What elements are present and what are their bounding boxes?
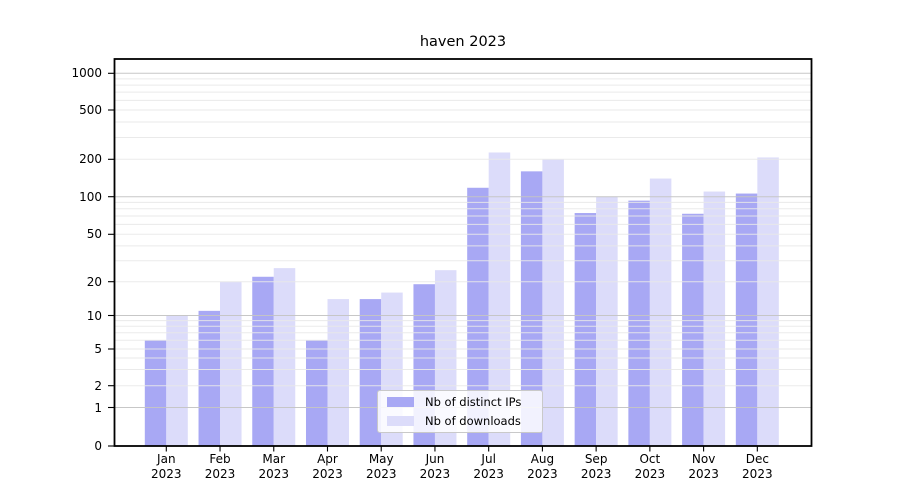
bar-distinct-ips bbox=[198, 310, 221, 446]
bar-downloads bbox=[273, 268, 296, 446]
bar-downloads bbox=[327, 299, 349, 446]
x-tick-label: Mar 2023 bbox=[258, 452, 290, 481]
bar-downloads bbox=[649, 178, 672, 446]
x-tick-label: Apr 2023 bbox=[312, 452, 343, 481]
bar-downloads bbox=[542, 159, 564, 447]
y-tick-label: 500 bbox=[79, 103, 102, 117]
x-tick-label: Jan 2023 bbox=[151, 452, 182, 481]
y-tick-label: 10 bbox=[86, 308, 102, 323]
legend-row-distinct-ips: Nb of distinct IPs bbox=[387, 395, 542, 409]
legend: Nb of distinct IPs Nb of downloads bbox=[377, 390, 543, 433]
bar-distinct-ips bbox=[628, 200, 650, 446]
y-tick-label: 5 bbox=[94, 342, 102, 356]
x-tick-label: Feb 2023 bbox=[204, 452, 236, 481]
bar-downloads bbox=[757, 157, 779, 446]
axes-spines bbox=[113, 58, 813, 447]
y-tick-label: 1000 bbox=[71, 66, 102, 81]
x-tick-label: Sep 2023 bbox=[580, 452, 612, 481]
bar-distinct-ips bbox=[574, 213, 597, 446]
legend-swatch-distinct-ips bbox=[387, 397, 414, 408]
bar-distinct-ips bbox=[467, 187, 489, 446]
bar-downloads bbox=[166, 315, 188, 446]
legend-label-downloads: Nb of downloads bbox=[425, 413, 521, 428]
bar-downloads bbox=[703, 191, 726, 446]
bar-distinct-ips bbox=[520, 171, 543, 447]
y-tick-label: 0 bbox=[94, 439, 102, 453]
bar-downloads bbox=[488, 152, 511, 446]
legend-row-downloads: Nb of downloads bbox=[387, 414, 542, 428]
x-tick-label: Jun 2023 bbox=[419, 452, 451, 481]
y-tick-label: 200 bbox=[79, 152, 102, 167]
legend-label-distinct-ips: Nb of distinct IPs bbox=[425, 395, 522, 410]
bars bbox=[144, 152, 779, 447]
bar-distinct-ips bbox=[252, 276, 274, 446]
bar-distinct-ips bbox=[144, 340, 167, 446]
bar-distinct-ips bbox=[359, 299, 382, 446]
x-tick-label: Dec 2023 bbox=[742, 452, 773, 481]
y-tick-label: 1 bbox=[94, 400, 102, 415]
x-tick-label: May 2023 bbox=[365, 452, 397, 481]
bar-downloads bbox=[220, 281, 242, 446]
legend-swatch-downloads bbox=[387, 415, 414, 426]
x-tick-label: Jul 2023 bbox=[473, 452, 504, 481]
bar-distinct-ips bbox=[305, 340, 328, 446]
x-tick-label: Oct 2023 bbox=[634, 452, 666, 481]
bar-downloads bbox=[596, 196, 618, 446]
bar-distinct-ips bbox=[682, 213, 704, 446]
gridlines bbox=[114, 72, 812, 408]
x-tick-label: Nov 2023 bbox=[688, 452, 719, 481]
y-tick-label: 2 bbox=[94, 378, 102, 393]
y-tick-label: 20 bbox=[86, 274, 102, 289]
x-tick-label: Aug 2023 bbox=[527, 452, 558, 481]
chart-title: haven 2023 bbox=[419, 34, 507, 50]
tick-marks bbox=[108, 72, 758, 452]
bar-distinct-ips bbox=[735, 193, 758, 446]
y-tick-label: 100 bbox=[79, 189, 102, 204]
y-tick-label: 50 bbox=[86, 227, 102, 242]
